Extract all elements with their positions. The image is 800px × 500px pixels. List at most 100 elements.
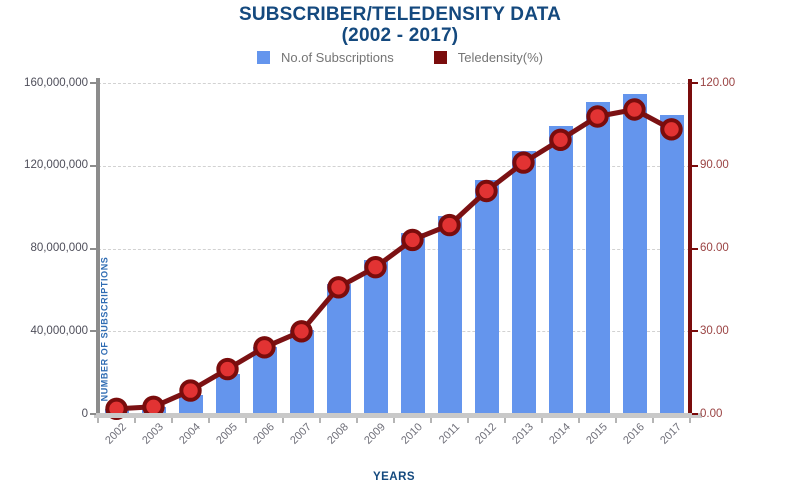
y-axis-left-line [96, 78, 100, 414]
x-tick-label: 2013 [510, 421, 536, 447]
x-tick [282, 418, 284, 423]
x-tick [393, 418, 395, 423]
point-2016[interactable] [623, 98, 646, 121]
y-tick-left [90, 164, 96, 167]
bar-2010[interactable] [400, 233, 425, 414]
bar-2014[interactable] [548, 126, 573, 414]
bar-2017[interactable] [659, 115, 684, 414]
x-tick-label: 2014 [547, 421, 573, 447]
x-tick-label: 2008 [325, 421, 351, 447]
chart-title-line2: (2002 - 2017) [341, 25, 459, 46]
x-axis-line [94, 413, 702, 418]
teledensity-line-layer [105, 98, 683, 420]
bar-2008[interactable] [326, 284, 351, 414]
y-tick-label-left: 120,000,000 [24, 159, 88, 172]
y-tick-label-left: 160,000,000 [24, 76, 88, 89]
y-tick-label-right: 30.00 [700, 324, 729, 337]
bar-2012[interactable] [474, 180, 499, 414]
x-tick [430, 418, 432, 423]
x-tick [615, 418, 617, 423]
y-axis-right-line [688, 79, 692, 413]
x-tick-label: 2006 [251, 421, 277, 447]
x-tick-label: 2002 [103, 421, 129, 447]
y-tick-label-left: 80,000,000 [30, 242, 88, 254]
x-tick-label: 2004 [177, 421, 203, 447]
bar-2005[interactable] [215, 374, 240, 414]
y-tick-right [692, 247, 698, 250]
point-2009[interactable] [364, 256, 387, 279]
y-tick-left [90, 247, 96, 250]
y-tick-label-right: 0.00 [700, 407, 723, 420]
bar-2013[interactable] [511, 151, 536, 414]
x-tick [504, 418, 506, 423]
bar-2009[interactable] [363, 260, 388, 414]
point-2011[interactable] [438, 213, 461, 237]
x-tick-label: 2012 [473, 421, 499, 447]
y-tick-label-left: 40,000,000 [30, 324, 88, 337]
x-tick [467, 418, 469, 423]
point-2012[interactable] [475, 179, 498, 203]
point-2008[interactable] [327, 276, 350, 299]
y-tick-right [692, 330, 698, 333]
y-tick-label-left: 0 [81, 407, 88, 420]
y-tick-right [692, 413, 698, 415]
x-tick-label: 2009 [362, 421, 388, 447]
legend-swatch-icon [433, 51, 447, 64]
chart-title: SUBSCRIBER/TELEDENSITY DATA (2002 - 2017… [0, 4, 800, 46]
x-tick [356, 418, 358, 423]
y-tick-left [90, 330, 96, 333]
x-axis-title: YEARS [372, 471, 416, 483]
x-tick-label: 2005 [214, 421, 240, 447]
x-tick-label: 2007 [288, 421, 314, 447]
bar-2016[interactable] [622, 94, 647, 414]
bar-2011[interactable] [437, 216, 462, 414]
point-2005[interactable] [216, 357, 239, 381]
x-tick [208, 418, 210, 423]
point-2015[interactable] [586, 105, 609, 128]
y-tick-label-right: 90.00 [700, 159, 729, 172]
teledensity-line [114, 107, 674, 412]
legend-swatch-icon [257, 51, 270, 64]
gridline [98, 83, 690, 84]
x-tick [134, 418, 136, 423]
x-tick [578, 418, 580, 423]
x-tick-label: 2017 [658, 421, 684, 447]
point-2010[interactable] [401, 228, 424, 252]
point-2014[interactable] [549, 128, 572, 151]
legend: No.of Subscriptions Teledensity(%) [0, 50, 800, 65]
x-tick [652, 418, 654, 423]
legend-item-1[interactable]: Teledensity(%) [433, 50, 543, 65]
y-tick-left [90, 413, 96, 415]
x-tick [245, 418, 247, 423]
bar-2015[interactable] [585, 102, 610, 414]
x-tick [689, 418, 691, 423]
x-tick [97, 418, 99, 423]
legend-label: No.of Subscriptions [281, 50, 394, 65]
point-2004[interactable] [179, 379, 202, 402]
x-tick-label: 2016 [621, 421, 647, 447]
chart-title-line1: SUBSCRIBER/TELEDENSITY DATA [238, 4, 562, 25]
x-tick [171, 418, 173, 423]
gridline [98, 248, 690, 250]
y-tick-right [692, 82, 698, 84]
point-2017[interactable] [660, 118, 683, 141]
point-2007[interactable] [290, 320, 313, 343]
x-tick-label: 2003 [140, 421, 166, 447]
y-tick-label-right: 120.00 [700, 76, 736, 89]
gridline [98, 165, 690, 167]
y-tick-left [90, 82, 96, 84]
gridline [98, 331, 690, 333]
x-tick-label: 2011 [436, 421, 462, 447]
legend-label: Teledensity(%) [457, 50, 543, 65]
y-tick-label-right: 60.00 [700, 242, 729, 254]
bar-2007[interactable] [289, 330, 314, 414]
point-2006[interactable] [253, 336, 276, 359]
point-2013[interactable] [512, 151, 535, 174]
plot-area: NUMBER OF SUBSCRIPTIONS TELEDENSITY (%) [98, 83, 690, 420]
legend-item-0[interactable]: No.of Subscriptions [257, 50, 394, 65]
y-tick-right [692, 164, 698, 167]
x-tick-label: 2015 [584, 421, 610, 447]
x-tick [541, 418, 543, 423]
x-tick-label: 2010 [399, 421, 425, 447]
